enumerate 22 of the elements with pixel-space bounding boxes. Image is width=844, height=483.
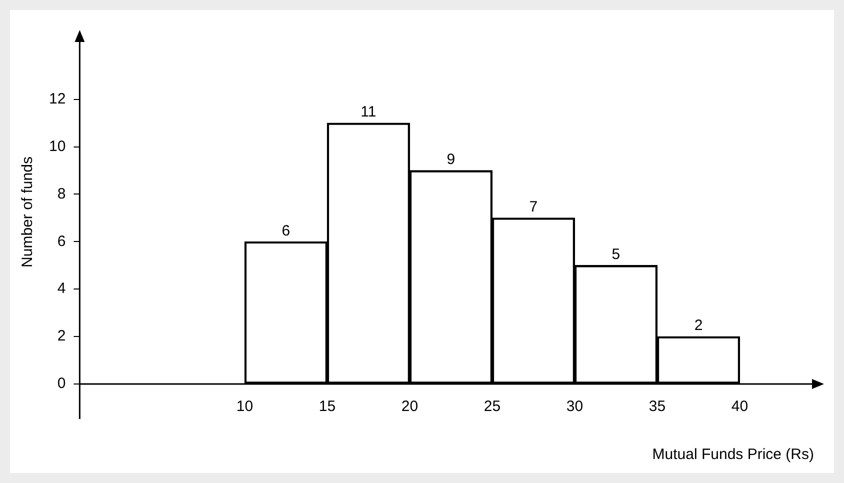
x-axis-title: Mutual Funds Price (Rs) (652, 446, 814, 464)
y-tick-label: 8 (57, 185, 66, 202)
x-tick-label: 25 (484, 398, 501, 416)
x-tick-label: 15 (318, 398, 336, 416)
y-tick-label: 0 (57, 375, 66, 392)
data-label: 11 (360, 104, 376, 121)
data-label: 5 (612, 246, 620, 264)
x-tick-label: 20 (401, 398, 418, 416)
y-tick-label: 10 (48, 138, 66, 155)
x-tick-label: 35 (648, 398, 666, 416)
y-tick-label: 12 (48, 90, 66, 108)
x-tick-label: 30 (566, 398, 584, 416)
x-tick-label: 40 (731, 398, 748, 416)
y-tick-label: 2 (57, 328, 66, 345)
data-label: 7 (529, 198, 538, 216)
data-label: 9 (446, 151, 456, 168)
y-axis-title: Number of funds (19, 156, 36, 268)
data-label: 2 (694, 317, 703, 334)
data-label: 6 (282, 222, 290, 240)
x-tick-label: 10 (236, 398, 254, 416)
y-tick-label: 4 (57, 280, 66, 298)
y-tick-label: 6 (57, 232, 66, 250)
